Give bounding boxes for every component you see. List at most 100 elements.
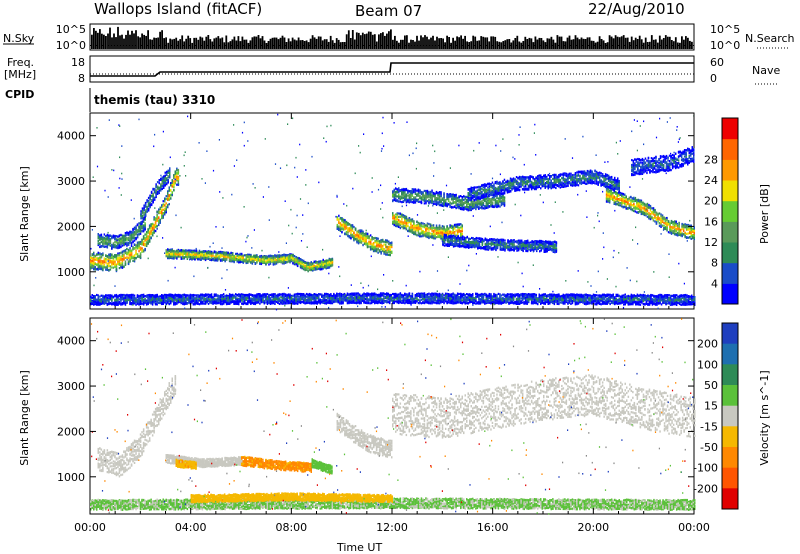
echo-cell [344,233,346,236]
echo-cell [452,228,454,231]
noise-bar [213,38,216,49]
echo-cell [158,179,160,182]
noise-bar [426,36,428,49]
noise-bar [486,37,489,49]
echo-cell [408,219,411,222]
echo-cell [428,202,430,205]
echo-cell [117,241,119,244]
echo-cell [126,244,128,247]
echo-cell [437,234,439,237]
echo-cell [171,182,173,185]
echo-cell [231,258,234,261]
echo-cell [180,256,183,259]
echo-cell [460,201,462,204]
echo-cell [173,180,175,183]
echo-cell [423,195,426,199]
echo-cell [419,222,421,225]
echo-cell [93,252,95,256]
echo-cell [136,233,139,236]
noise-bar [530,38,533,49]
echo-cell [132,236,134,239]
echo-cell [417,232,420,235]
echo-cell [105,245,107,248]
echo-cell [411,220,414,223]
echo-cell [389,249,391,252]
echo-cell [145,233,148,236]
echo-cell [290,258,293,261]
echo-cell [171,255,173,258]
echo-cell [132,234,134,237]
echo-cell [283,260,285,263]
echo-cell [239,252,241,255]
echo-cell [165,205,167,208]
echo-cell [129,259,131,262]
echo-cell [218,254,220,257]
echo-cell [344,225,346,229]
echo-cell [345,220,348,224]
echo-cell [460,223,462,226]
echo-cell [105,239,107,242]
echo-cell [440,200,442,203]
echo-cell [130,230,133,233]
echo-cell [458,207,460,210]
echo-cell [434,227,436,230]
echo-cell [414,224,417,227]
echo-cell [139,228,142,231]
echo-cell [389,241,391,245]
echo-cell [170,182,172,185]
echo-cell [158,219,160,222]
echo-cell [130,233,133,236]
echo-cell [160,177,162,180]
echo-cell [385,240,387,244]
noise-bar [648,41,651,49]
echo-cell [127,251,130,254]
echo-cell [411,190,414,193]
beam-title: Beam 07 [355,2,422,20]
echo-cell [91,261,93,264]
echo-cell [164,211,166,215]
echo-cell [464,197,466,200]
echo-cell [293,262,296,265]
echo-cell [153,216,155,219]
echo-cell [148,230,151,233]
echo-cell [129,247,131,250]
echo-cell [431,236,433,239]
echo-cell [158,187,160,190]
echo-cell [472,240,474,244]
echo-cell [283,257,285,260]
echo-cell [448,241,450,244]
echo-cell [435,192,438,195]
echo-cell [160,178,162,181]
noise-bar [534,36,537,49]
echo-cell [102,238,104,241]
echo-cell [327,264,329,267]
echo-cell [429,190,432,193]
echo-cell [168,249,170,253]
noise-bar [672,41,675,49]
echo-cell [216,252,219,256]
noise-bar [161,30,163,49]
noise-bar [524,36,527,49]
echo-cell [441,225,444,228]
echo-cell [97,251,99,254]
echo-cell [112,255,115,258]
noise-bar [604,43,607,49]
echo-cell [132,248,134,251]
echo-cell [428,192,430,195]
echo-cell [425,226,427,229]
echo-cell [138,225,140,228]
freq-label: Freq. [7,56,34,69]
echo-cell [414,230,417,233]
noise-bar [394,35,396,49]
noise-bar [396,40,398,49]
echo-cell [127,260,130,263]
echo-cell [106,262,109,265]
echo-cell [392,212,394,215]
echo-cell [268,263,270,266]
echo-cell [142,220,145,223]
echo-cell [402,194,405,197]
echo-cell [198,251,201,254]
echo-cell [386,239,388,242]
echo-cell [121,244,124,247]
echo-cell [106,233,109,236]
